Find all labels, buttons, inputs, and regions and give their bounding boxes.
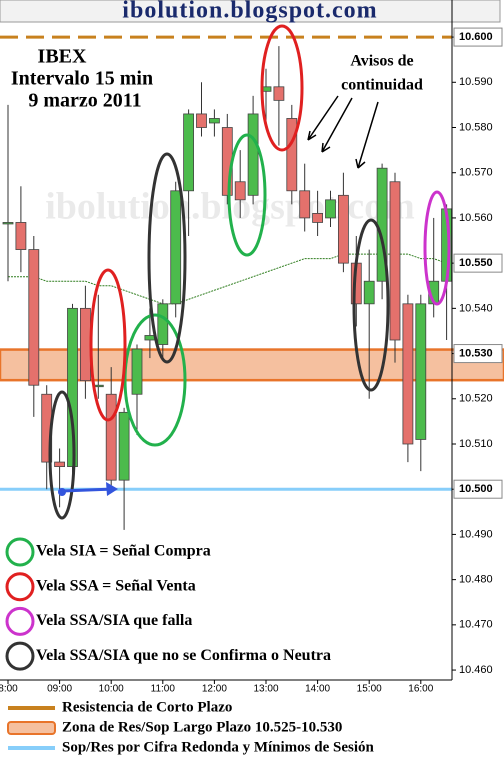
arrow xyxy=(355,101,379,169)
tick-box xyxy=(453,344,503,364)
legend-circle xyxy=(5,537,35,567)
ellipse xyxy=(123,313,187,447)
legend-circle xyxy=(5,641,35,671)
candle-body xyxy=(389,181,401,341)
legend-label: Sop/Res por Cifra Redonda y Mínimos de S… xyxy=(62,739,375,755)
legend-label: Vela SSA/SIA que falla xyxy=(36,612,192,629)
candle-body xyxy=(286,118,298,192)
y-tick-label: 10.540 xyxy=(459,302,493,314)
candle-body xyxy=(170,190,182,305)
header: ibolution.blogspot.com xyxy=(122,0,377,24)
candle-body xyxy=(402,303,414,445)
legend-label: Zona de Res/Sop Largo Plazo 10.525-10.53… xyxy=(62,719,342,735)
legend-label: Vela SSA/SIA que no se Confirma o Neutra xyxy=(36,647,331,664)
candle-body xyxy=(28,249,40,386)
legend-label: Resistencia de Corto Plazo xyxy=(62,699,232,715)
x-tick-label: 14:00 xyxy=(305,684,330,695)
ellipse xyxy=(260,24,304,152)
y-tick-label: 10.570 xyxy=(459,167,493,179)
ellipse xyxy=(227,133,267,257)
y-tick-label: 10.580 xyxy=(459,121,493,133)
ellipse xyxy=(48,390,76,520)
candle-body xyxy=(118,411,130,481)
x-tick-label: 8:00 xyxy=(0,684,18,695)
ellipse xyxy=(147,152,187,364)
y-tick-label: 10.490 xyxy=(459,528,493,540)
signal-circles xyxy=(48,24,451,520)
arrow xyxy=(321,97,353,153)
y-tick-label: 10.560 xyxy=(459,212,493,224)
candle-body xyxy=(247,113,259,196)
candle-body xyxy=(15,222,27,250)
y-tick-label: 10.590 xyxy=(459,76,493,88)
candle-body xyxy=(2,222,14,225)
candle-body xyxy=(363,280,375,305)
candle-body xyxy=(196,113,207,128)
candle-body xyxy=(273,86,285,101)
blue-arrow xyxy=(58,482,118,496)
candle-body xyxy=(105,393,117,481)
candle-body xyxy=(299,190,311,219)
y-tick-label: 10.470 xyxy=(459,619,493,631)
legend-circle xyxy=(5,606,35,636)
candle-body xyxy=(312,213,324,223)
y-tick-label: 10.600 xyxy=(459,31,493,43)
candle-body xyxy=(144,335,156,341)
candle-body xyxy=(208,118,220,124)
x-tick-label: 11:00 xyxy=(151,684,176,695)
y-tick-label: 10.510 xyxy=(459,438,493,450)
moving-average xyxy=(8,253,447,305)
tick-box xyxy=(453,479,503,499)
x-tick-label: 15:00 xyxy=(357,684,382,695)
legend-label: Vela SSA = Señal Venta xyxy=(36,577,196,594)
title-line: Intervalo 15 min xyxy=(11,68,153,90)
y-tick-label: 10.530 xyxy=(459,347,493,359)
x-tick-label: 16:00 xyxy=(408,684,433,695)
candle-body xyxy=(415,303,427,440)
legend-label: Vela SIA = Señal Compra xyxy=(36,543,211,560)
title-line: 9 marzo 2011 xyxy=(28,90,141,112)
tick-box xyxy=(453,253,503,273)
x-tick-label: 12:00 xyxy=(202,684,227,695)
ellipse xyxy=(352,218,390,392)
arrows xyxy=(307,95,379,169)
candle-body xyxy=(337,194,349,264)
ellipse xyxy=(89,268,127,422)
candle-body xyxy=(157,303,169,345)
y-tick-label: 10.520 xyxy=(459,393,493,405)
tick-box xyxy=(453,27,503,47)
ellipse xyxy=(423,190,451,306)
candle-body xyxy=(234,181,246,201)
annotation: Avisos de xyxy=(350,53,413,70)
title-line: IBEX xyxy=(38,46,87,68)
y-tick-label: 10.480 xyxy=(459,574,493,586)
legend-swatch xyxy=(7,721,56,735)
candle-body xyxy=(131,348,143,395)
candle-body xyxy=(183,113,195,192)
x-tick-label: 13:00 xyxy=(253,684,278,695)
y-tick-label: 10.500 xyxy=(459,483,493,495)
y-tick-label: 10.460 xyxy=(459,664,493,676)
plot xyxy=(0,35,504,530)
arrow-head xyxy=(106,482,118,496)
arrow xyxy=(307,95,339,141)
x-tick-label: 10:00 xyxy=(99,684,124,695)
legend-circle xyxy=(5,572,35,602)
arrow-shaft xyxy=(61,487,115,493)
header-box xyxy=(0,0,501,23)
candle-body xyxy=(54,461,65,467)
candle-body xyxy=(80,307,91,382)
candle-body xyxy=(325,199,336,219)
y-tick-label: 10.550 xyxy=(459,257,493,269)
x-tick-label: 09:00 xyxy=(47,684,72,695)
annotation: continuidad xyxy=(341,77,423,94)
